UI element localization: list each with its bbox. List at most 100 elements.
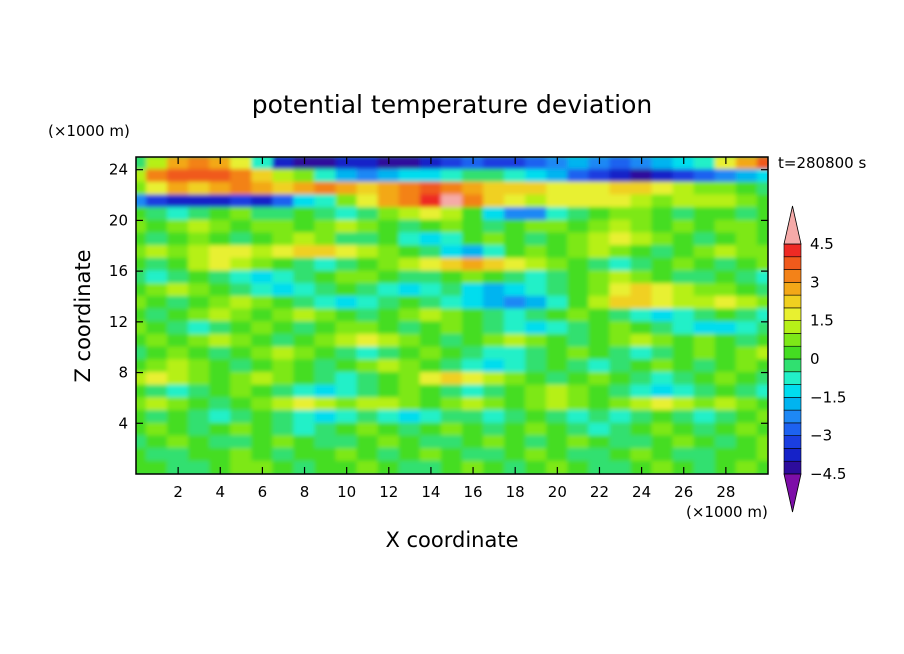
y-tick-label: 20	[109, 211, 128, 229]
field-cell	[735, 169, 759, 183]
field-cell	[167, 333, 190, 348]
field-cell	[525, 333, 548, 348]
field-cell	[735, 346, 759, 361]
field-cell	[525, 371, 548, 386]
field-cell	[588, 308, 611, 323]
field-cell	[251, 181, 274, 196]
x-tick-label: 16	[464, 483, 483, 501]
field-cell	[756, 371, 768, 386]
field-cell	[735, 371, 759, 386]
field-cell	[419, 384, 443, 399]
field-cell	[714, 257, 737, 272]
x-tick-label: 26	[674, 483, 693, 501]
field-cell	[651, 384, 674, 399]
field-cell	[609, 295, 632, 310]
field-cell	[735, 270, 759, 285]
field-cell	[167, 308, 190, 323]
field-cell	[756, 308, 768, 323]
field-cell	[567, 422, 590, 437]
field-cell	[693, 295, 716, 310]
field-cell	[693, 245, 716, 260]
field-cell	[714, 321, 737, 336]
field-cell	[546, 207, 569, 221]
field-cell	[504, 346, 527, 361]
field-cell	[251, 169, 274, 183]
field-cell	[251, 232, 274, 247]
field-cell	[272, 397, 295, 412]
field-cell	[651, 397, 674, 412]
field-cell	[356, 194, 379, 209]
field-cell	[756, 460, 768, 474]
field-cell	[756, 397, 768, 412]
field-cell	[609, 448, 632, 462]
field-cell	[419, 308, 443, 323]
field-cell	[167, 359, 190, 374]
field-cell	[609, 346, 632, 361]
field-cell	[419, 346, 443, 361]
field-cell	[546, 295, 569, 310]
field-cell	[483, 371, 506, 386]
field-cell	[272, 181, 295, 196]
field-cell	[483, 257, 506, 272]
field-cell	[609, 359, 632, 374]
field-cell	[136, 270, 148, 285]
field-cell	[377, 321, 400, 336]
field-cell	[136, 257, 148, 272]
field-cell	[714, 448, 737, 462]
field-cell	[167, 283, 190, 298]
colorbar-box	[783, 397, 802, 411]
field-cell	[651, 321, 674, 336]
colorbar-box	[783, 256, 802, 270]
field-cell	[419, 448, 443, 462]
field-cell	[136, 333, 148, 348]
field-cell	[419, 435, 443, 450]
field-cell	[145, 435, 169, 450]
field-cell	[756, 219, 768, 234]
field-cell	[272, 308, 295, 323]
field-cell	[356, 157, 379, 171]
field-cell	[136, 410, 148, 424]
colorbar-box	[783, 269, 802, 283]
field-cell	[609, 460, 632, 474]
field-cell	[398, 157, 421, 171]
field-cell	[293, 422, 316, 437]
field-cell	[630, 359, 653, 374]
field-cell	[693, 232, 716, 247]
field-cell	[335, 270, 358, 285]
field-cell	[293, 410, 316, 424]
field-cell	[377, 448, 400, 462]
field-cell	[672, 169, 695, 183]
field-cell	[356, 295, 379, 310]
field-cell	[609, 422, 632, 437]
field-cell	[588, 245, 611, 260]
field-cell	[609, 181, 632, 196]
field-cell	[188, 257, 211, 272]
field-cell	[651, 194, 674, 209]
field-cell	[419, 410, 443, 424]
field-cell	[693, 333, 716, 348]
field-cell	[145, 157, 169, 171]
field-cell	[293, 321, 316, 336]
field-cell	[419, 359, 443, 374]
field-cell	[145, 422, 169, 437]
field-cell	[588, 346, 611, 361]
field-cell	[145, 346, 169, 361]
field-cell	[504, 207, 527, 221]
field-cell	[440, 295, 464, 310]
field-cell	[188, 181, 211, 196]
field-cell	[188, 219, 211, 234]
field-cell	[440, 384, 464, 399]
field-cell	[419, 257, 443, 272]
field-cell	[461, 384, 485, 399]
field-cell	[293, 245, 316, 260]
field-cell	[714, 219, 737, 234]
field-cell	[440, 359, 464, 374]
field-cell	[525, 157, 548, 171]
field-cell	[314, 308, 337, 323]
field-cell	[335, 257, 358, 272]
field-cell	[314, 435, 337, 450]
field-cell	[398, 460, 421, 474]
field-cell	[136, 194, 148, 209]
field-cell	[588, 194, 611, 209]
field-cell	[230, 283, 253, 298]
